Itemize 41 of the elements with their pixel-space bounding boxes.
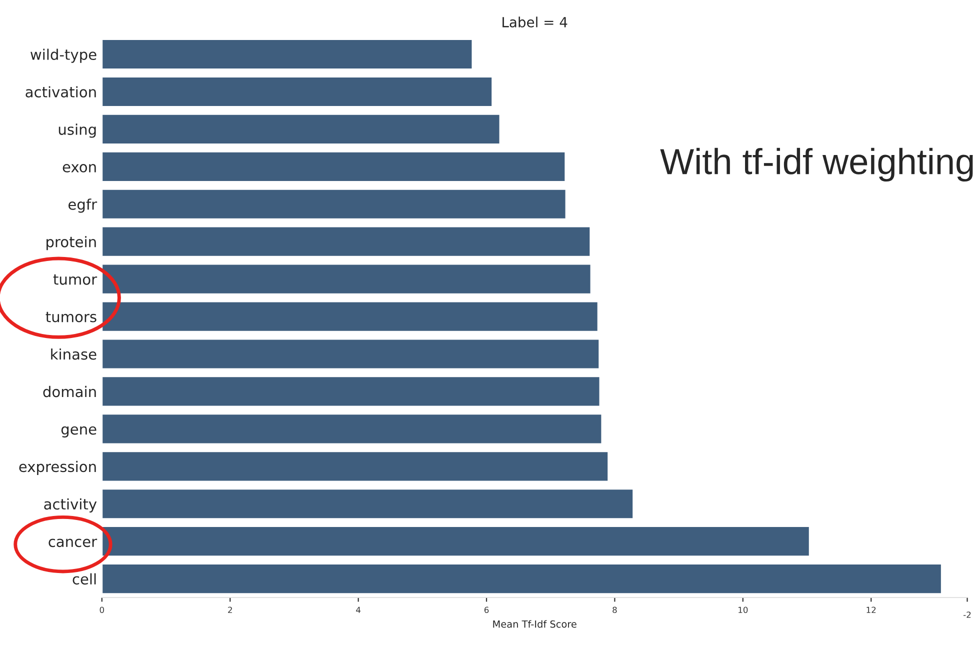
y-tick-label: cell [72,573,96,585]
y-tick-label: using [58,124,96,138]
y-tick-label: kinase [51,348,96,360]
chart-title: Label = 4 [502,16,568,28]
bar [102,114,501,145]
y-tick-label: tumor [53,274,98,285]
bar [102,488,634,520]
bar [102,526,810,558]
y-tick-label: activity [44,498,97,512]
bar [102,413,603,445]
bar [102,150,566,182]
bar [102,450,609,482]
y-tick-label: egfr [68,198,98,213]
y-tick-label: exon [62,164,96,172]
x-tick-label: 8 [612,606,617,614]
x-tick-label: 10 [738,606,748,614]
y-tick-label: wild-type [30,48,96,63]
x-axis-title: Mean Tf-Idf Score [493,620,576,628]
bar [102,376,601,408]
y-tick-label: protein [46,236,96,250]
bar [102,38,474,70]
bar [102,300,599,332]
y-tick-label: cancer [48,538,98,548]
bar [102,226,592,258]
y-tick-label: gene [61,426,96,438]
y-tick-label: activation [26,86,96,98]
bar [102,76,493,108]
x-tick-label: 4 [356,606,360,613]
y-tick-label: domain [43,386,96,398]
x-tick-label: 12 [866,606,876,613]
bar [102,338,600,370]
annotation: With tf-idf weighting [660,148,973,182]
y-tick-label: tumors [46,312,96,322]
x-tick-label: 2 [228,606,232,613]
bar [102,563,942,594]
bar [102,263,592,295]
y-tick-label: expression [19,460,96,475]
x-tick-label: 0 [100,606,104,614]
bar [102,188,567,220]
text: -2 [964,612,971,618]
x-tick-label: 6 [484,606,489,614]
